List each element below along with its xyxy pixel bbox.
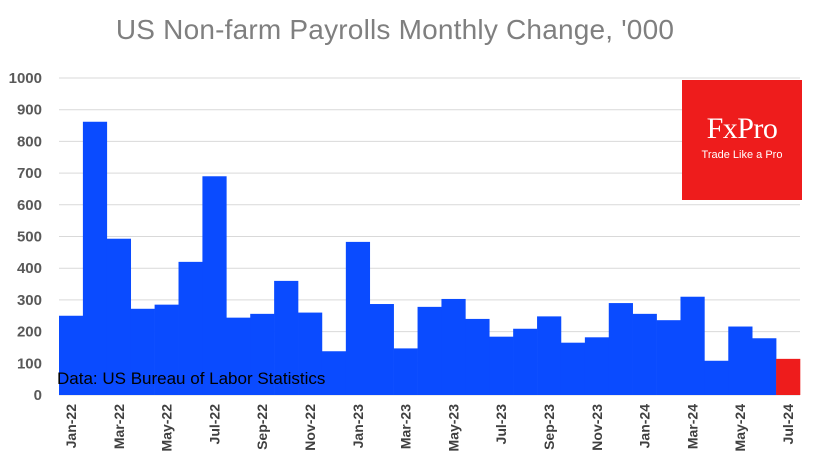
bar-Jul-24 <box>776 358 801 395</box>
bar-Jun-23 <box>465 318 490 395</box>
bar-Apr-23 <box>417 306 442 395</box>
x-tick-label: Mar-24 <box>684 404 700 449</box>
x-tick-label: Jan-24 <box>637 404 653 449</box>
logo-tagline: Trade Like a Pro <box>701 149 783 161</box>
bar-Jun-22 <box>178 261 203 395</box>
x-tick-label: Mar-22 <box>111 404 127 449</box>
bar-Apr-22 <box>130 308 155 395</box>
bar-Jul-22 <box>202 176 227 395</box>
x-tick-label: Jul-23 <box>493 404 509 445</box>
bar-Mar-22 <box>106 238 132 395</box>
bar-Dec-23 <box>608 303 633 395</box>
y-tick-label: 300 <box>17 292 42 309</box>
source-note: Data: US Bureau of Labor Statistics <box>57 369 325 388</box>
bar-Jan-24 <box>632 313 657 395</box>
bar-Sep-23 <box>537 316 562 395</box>
y-tick-label: 200 <box>17 324 42 341</box>
y-tick-label: 900 <box>17 102 42 119</box>
bar-Oct-22 <box>274 280 299 395</box>
bar-May-23 <box>441 298 466 395</box>
bar-Oct-23 <box>560 342 586 395</box>
bar-May-24 <box>728 326 753 395</box>
bar-Nov-22 <box>298 312 323 395</box>
y-tick-label: 1000 <box>9 70 42 87</box>
x-tick-label: Jan-22 <box>63 404 79 449</box>
bar-Feb-23 <box>369 304 394 395</box>
bar-Jun-24 <box>752 338 777 395</box>
x-tick-label: Jan-23 <box>350 404 366 449</box>
x-tick-label: May-23 <box>445 404 461 452</box>
chart-title: US Non-farm Payrolls Monthly Change, '00… <box>115 14 675 45</box>
bar-May-22 <box>154 304 179 395</box>
x-tick-label: Nov-22 <box>302 404 318 451</box>
bar-Jul-23 <box>489 336 514 395</box>
x-tick-label: May-24 <box>732 404 748 452</box>
bar-Aug-23 <box>513 328 538 395</box>
bar-Nov-23 <box>584 337 610 395</box>
x-tick-label: Nov-23 <box>589 404 605 451</box>
bar-Feb-24 <box>656 320 681 395</box>
y-tick-label: 0 <box>34 387 42 404</box>
x-tick-label: Sep-22 <box>254 404 270 450</box>
bar-Feb-22 <box>82 121 108 395</box>
bar-Aug-22 <box>226 317 251 395</box>
y-axis-ticks: 0 100 200 300 400 500 600 700 800 900 1000 <box>9 70 42 404</box>
bar-Apr-24 <box>704 360 729 395</box>
x-axis-ticks: Jan-22 Mar-22 May-22 Jul-22 Sep-22 Nov-22 Jan-… <box>63 404 796 452</box>
x-tick-label: Jul-22 <box>206 404 222 445</box>
y-tick-label: 800 <box>17 133 42 150</box>
bar-Sep-22 <box>250 313 275 395</box>
fxpro-logo: FxPro Trade Like a Pro <box>682 80 802 200</box>
bar-Mar-23 <box>393 348 418 395</box>
x-tick-label: Jul-24 <box>780 404 796 445</box>
x-tick-label: Mar-23 <box>398 404 414 449</box>
y-tick-label: 600 <box>17 197 42 214</box>
x-tick-label: Sep-23 <box>541 404 557 450</box>
bar-Dec-22 <box>321 351 347 395</box>
logo-name: FxPro <box>706 112 778 145</box>
x-tick-label: May-22 <box>159 404 175 452</box>
bar-Jan-22 <box>59 315 84 395</box>
y-tick-label: 100 <box>17 355 42 372</box>
y-tick-label: 400 <box>17 260 42 277</box>
y-tick-label: 500 <box>17 229 42 246</box>
y-tick-label: 700 <box>17 165 42 182</box>
bar-Jan-23 <box>345 241 371 395</box>
bar-Mar-24 <box>680 296 705 395</box>
bars <box>59 121 801 395</box>
